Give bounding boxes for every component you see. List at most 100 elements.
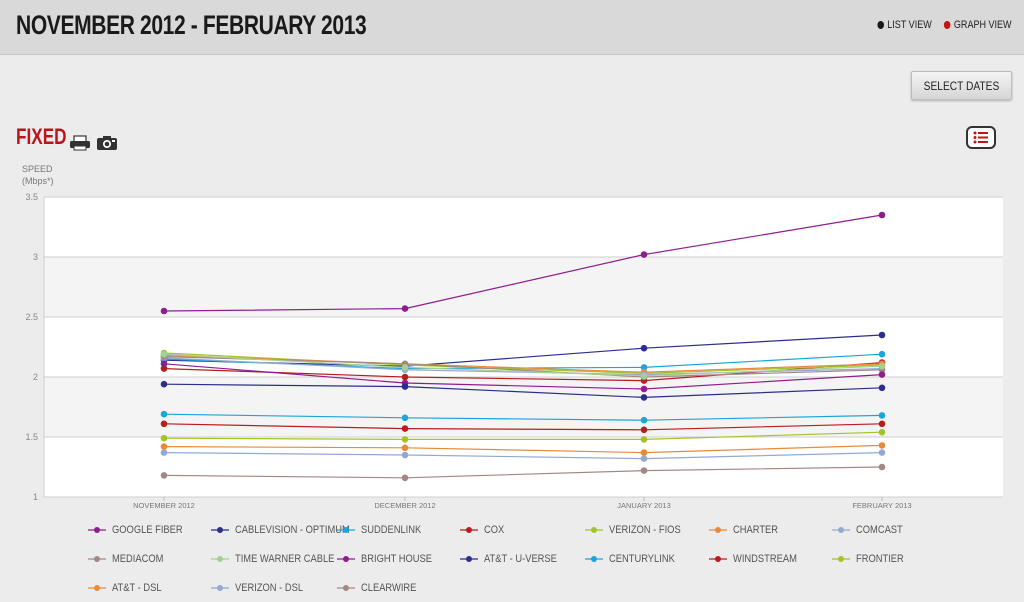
data-point[interactable] (878, 211, 886, 219)
legend-item[interactable]: CHARTER (709, 524, 786, 536)
select-dates-button[interactable]: SELECT DATES (911, 71, 1012, 100)
series-line (163, 363, 883, 390)
chart-lines (160, 211, 886, 482)
y-tick-label: 2.5 (25, 312, 38, 322)
legend-item[interactable]: VERIZON - FIOS (585, 524, 693, 536)
data-point[interactable] (878, 442, 886, 449)
legend-label: CABLEVISION - OPTIMUM (235, 524, 350, 536)
data-point[interactable] (640, 426, 648, 434)
legend-item[interactable]: GOOGLE FIBER (88, 524, 195, 536)
legend-item[interactable]: FRONTIER (832, 553, 912, 565)
data-point[interactable] (640, 364, 648, 371)
data-point[interactable] (160, 360, 168, 368)
data-point[interactable] (640, 372, 648, 380)
data-point[interactable] (401, 373, 409, 381)
plot-band (44, 257, 1003, 317)
series-line (163, 383, 883, 399)
series-line (163, 431, 883, 440)
series-line (163, 353, 883, 377)
data-point[interactable] (160, 410, 168, 418)
y-tick-label: 3 (33, 252, 38, 262)
legend-item[interactable]: MEDIACOM (88, 553, 173, 565)
x-tick-label: DECEMBER 2012 (374, 501, 435, 510)
data-point[interactable] (401, 414, 409, 422)
data-point[interactable] (160, 350, 168, 358)
list-view-label: LIST VIEW (887, 19, 933, 31)
legend-swatch-icon (832, 556, 850, 562)
data-point[interactable] (640, 416, 648, 424)
data-point[interactable] (160, 420, 168, 428)
data-point[interactable] (401, 474, 409, 482)
legend-item[interactable]: COX (460, 524, 508, 536)
data-point[interactable] (878, 449, 886, 456)
list-toggle-button[interactable] (966, 126, 996, 149)
series-line (163, 466, 883, 479)
y-tick-label: 3.5 (25, 192, 38, 202)
legend-item[interactable]: TIME WARNER CABLE (211, 553, 352, 565)
data-point[interactable] (878, 371, 886, 378)
data-point[interactable] (878, 412, 886, 419)
camera-icon[interactable] (96, 135, 118, 151)
legend-label: COX (484, 524, 505, 536)
data-point[interactable] (401, 444, 409, 452)
data-point[interactable] (401, 436, 409, 443)
legend-item[interactable]: VERIZON - DSL (211, 582, 315, 594)
legend-swatch-icon (88, 585, 106, 591)
data-point[interactable] (401, 364, 409, 371)
legend-item[interactable]: AT&T - DSL (88, 582, 170, 594)
series-line (163, 423, 883, 431)
legend-label: AT&T - U-VERSE (484, 553, 557, 565)
data-point[interactable] (401, 305, 409, 312)
data-point[interactable] (160, 472, 168, 479)
series-line (163, 413, 883, 421)
x-tick-label: FEBRUARY 2013 (852, 501, 911, 510)
data-point[interactable] (640, 467, 648, 474)
legend-item[interactable]: CABLEVISION - OPTIMUM (211, 524, 370, 536)
data-point[interactable] (640, 449, 648, 456)
legend-item[interactable]: WINDSTREAM (709, 553, 808, 565)
data-point[interactable] (878, 463, 886, 471)
data-point[interactable] (160, 449, 168, 456)
data-point[interactable] (160, 365, 168, 372)
legend-label: TIME WARNER CABLE (235, 553, 335, 565)
data-point[interactable] (878, 420, 886, 428)
data-point[interactable] (640, 251, 648, 258)
data-point[interactable] (160, 380, 168, 388)
print-icon[interactable] (69, 135, 91, 151)
list-icon (973, 131, 988, 144)
legend-item[interactable]: COMCAST (832, 524, 911, 536)
graph-view-link[interactable]: GRAPH VIEW (944, 19, 1012, 31)
legend-item[interactable]: CLEARWIRE (337, 582, 426, 594)
legend-label: GOOGLE FIBER (112, 524, 183, 536)
legend-item[interactable]: CENTURYLINK (585, 553, 686, 565)
data-point[interactable] (401, 425, 409, 432)
data-point[interactable] (640, 344, 648, 352)
graph-view-label: GRAPH VIEW (954, 19, 1012, 31)
data-point[interactable] (878, 331, 886, 339)
data-point[interactable] (401, 451, 409, 459)
data-point[interactable] (640, 394, 648, 401)
legend-swatch-icon (585, 556, 603, 562)
data-point[interactable] (160, 434, 168, 442)
data-point[interactable] (640, 455, 648, 462)
legend-item[interactable]: SUDDENLINK (337, 524, 432, 536)
legend-item[interactable]: BRIGHT HOUSE (337, 553, 445, 565)
data-point[interactable] (640, 436, 648, 443)
data-point[interactable] (640, 385, 648, 393)
legend-swatch-icon (88, 527, 106, 533)
legend-swatch-icon (211, 527, 229, 533)
data-point[interactable] (160, 443, 168, 450)
legend-swatch-icon (88, 556, 106, 562)
legend-label: WINDSTREAM (733, 553, 797, 565)
data-point[interactable] (878, 384, 886, 392)
legend-item[interactable]: AT&T - U-VERSE (460, 553, 570, 565)
data-point[interactable] (401, 383, 409, 390)
y-axis-label-line2: (Mbps*) (22, 176, 54, 186)
data-point[interactable] (160, 307, 168, 315)
list-view-link[interactable]: LIST VIEW (877, 19, 933, 31)
data-point[interactable] (878, 362, 886, 370)
data-point[interactable] (878, 350, 886, 358)
legend-swatch-icon (460, 527, 478, 533)
data-point[interactable] (878, 428, 886, 436)
select-dates-label: SELECT DATES (923, 78, 1000, 93)
